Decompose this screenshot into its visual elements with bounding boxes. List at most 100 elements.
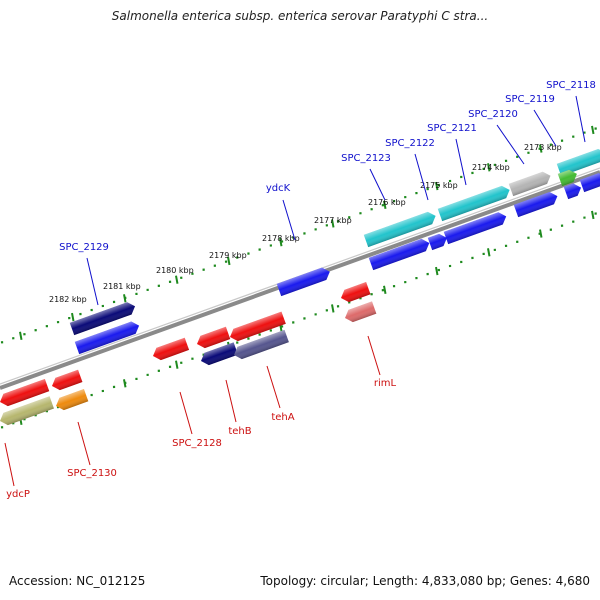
gene-spc2119b <box>513 192 558 218</box>
gene-arrow-shade <box>563 183 582 200</box>
gene-arrow-shade <box>556 148 600 177</box>
gene-label: ydcK <box>266 183 291 194</box>
gene-spc2121 <box>437 185 510 222</box>
map-title: Salmonella enterica subsp. enterica sero… <box>111 9 489 23</box>
gene-label: tehA <box>271 412 294 423</box>
major-tick <box>383 285 387 294</box>
gene-arrow-shade <box>345 301 377 323</box>
gene-leader-line <box>266 365 281 409</box>
gene-leader-line <box>4 442 15 487</box>
gene-small-blue2 <box>563 183 582 200</box>
gene-label: rimL <box>374 378 397 389</box>
gene-tehb <box>197 326 231 349</box>
gene-label: SPC_2129 <box>59 242 109 253</box>
gene-arrow-shade <box>341 282 371 303</box>
kbp-tick-label: 2174 kbp <box>472 163 510 172</box>
gene-label: SPC_2122 <box>385 138 435 149</box>
gene-arrow-shade <box>153 337 190 361</box>
gene-spc2129-bottom <box>74 321 140 355</box>
gene-label: SPC_2121 <box>427 123 477 134</box>
gene-spc2122 <box>368 238 430 271</box>
gene-label: tehB <box>228 426 251 437</box>
genome-summary: Topology: circular; Length: 4,833,080 bp… <box>260 574 590 588</box>
gene-arrow-shade <box>0 396 54 426</box>
gene-arrow-shade <box>513 192 558 218</box>
kbp-tick-label: 2178 kbp <box>262 234 300 243</box>
major-tick <box>331 219 335 228</box>
gene-spc2130-b <box>56 389 89 411</box>
gene-leader-line <box>575 95 586 143</box>
gene-riml-b <box>345 301 377 323</box>
major-tick <box>123 294 127 303</box>
gene-arrow-shade <box>368 238 430 271</box>
gene-arrow-shade <box>56 389 89 411</box>
major-tick <box>487 248 491 257</box>
gene-leader-line <box>414 153 429 201</box>
gene-leader-line <box>77 421 91 466</box>
gene-spc2130 <box>52 369 83 391</box>
gene-spc2120 <box>443 212 507 245</box>
gene-spc2118 <box>556 148 600 177</box>
gene-leader-line <box>282 199 296 241</box>
gene-label: SPC_2119 <box>505 94 555 105</box>
gene-label: SPC_2130 <box>67 468 117 479</box>
gene-leader-line <box>86 257 99 306</box>
major-tick <box>435 181 439 191</box>
gene-spc2129-top <box>69 302 136 336</box>
gene-label: SPC_2123 <box>341 153 391 164</box>
major-tick <box>591 210 595 220</box>
gene-tehb-b <box>201 342 239 366</box>
gene-ydck <box>276 267 330 297</box>
gene-arrow-shade <box>234 329 289 360</box>
gene-label: SPC_2128 <box>172 438 222 449</box>
gene-small-green <box>557 169 577 187</box>
gene-leader-line <box>367 335 381 376</box>
gene-small-blue <box>427 233 447 251</box>
gene-arrow-shade <box>508 171 551 197</box>
gene-arrow-shade <box>74 321 140 355</box>
label-layer: 2182 kbp 2181 kbp 2180 kbp 2179 kbp 2178 kbp… <box>4 80 596 500</box>
gene-arrow-shade <box>363 211 436 248</box>
major-tick <box>435 266 439 276</box>
kbp-tick-label: 2180 kbp <box>156 266 194 275</box>
gene-leader-line <box>179 391 193 435</box>
accession-label: Accession: NC_012125 <box>9 574 146 588</box>
gene-riml <box>341 282 371 303</box>
feature-layer <box>0 148 600 426</box>
kbp-tick-label: 2173 kbp <box>524 143 562 152</box>
gene-arrow-shade <box>437 185 510 222</box>
gene-label: ydcP <box>6 489 30 500</box>
gene-spc2119 <box>508 171 551 197</box>
major-tick <box>539 229 543 238</box>
gene-leader-line <box>533 109 557 147</box>
kbp-tick-label: 2179 kbp <box>209 251 247 260</box>
outer-tick-track <box>0 125 597 344</box>
major-tick <box>591 125 595 135</box>
gene-leader-line <box>369 168 386 201</box>
kbp-tick-label: 2175 kbp <box>420 181 458 190</box>
gene-arrow-shade <box>443 212 507 245</box>
major-tick <box>71 312 75 322</box>
gene-arrow-shade <box>276 267 330 297</box>
kbp-tick-label: 2176 kbp <box>368 198 406 207</box>
major-tick <box>19 331 23 340</box>
kbp-tick-label: 2181 kbp <box>103 282 141 291</box>
kbp-tick-label: 2182 kbp <box>49 295 87 304</box>
gene-arrow-shade <box>69 302 136 336</box>
kbp-tick-label: 2177 kbp <box>314 216 352 225</box>
major-tick <box>331 304 335 313</box>
gene-arrow-shade <box>427 233 447 251</box>
gene-arrow-shade <box>0 378 50 407</box>
gene-ydcp-b <box>0 396 54 426</box>
major-tick <box>175 275 179 284</box>
gene-spc2128 <box>153 337 190 361</box>
major-tick <box>227 256 231 266</box>
gene-arrow-shade <box>230 311 286 342</box>
gene-ydcp <box>0 378 50 407</box>
gene-arrow-shade <box>197 326 231 349</box>
gene-leader-line <box>225 379 237 423</box>
gene-teha <box>230 311 286 342</box>
gene-spc2123 <box>363 211 436 248</box>
gene-label: SPC_2120 <box>468 109 518 120</box>
